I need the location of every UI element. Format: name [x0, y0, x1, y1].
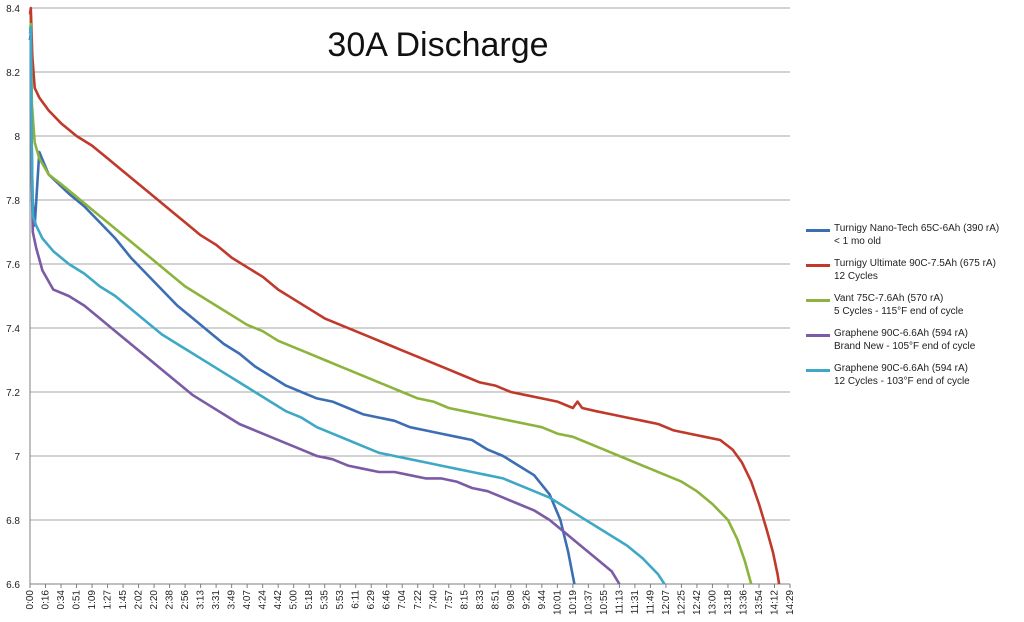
y-tick-label: 7.6 [6, 260, 20, 271]
legend-swatch-ultimate [806, 264, 830, 267]
x-tick-label: 4:07 [242, 590, 253, 610]
x-tick-label: 1:45 [118, 590, 129, 610]
series-line-3 [28, 32, 621, 585]
legend-item-graphene-new: Graphene 90C-6.6Ah (594 rA) Brand New - … [806, 327, 1022, 353]
x-tick-label: 6:11 [351, 590, 362, 609]
y-tick-label: 7 [14, 452, 20, 463]
x-tick-label: 3:13 [196, 590, 207, 610]
x-tick-label: 5:35 [320, 590, 331, 610]
x-tick-label: 7:57 [444, 590, 455, 610]
x-tick-label: 10:19 [568, 590, 579, 615]
x-tick-label: 7:40 [428, 590, 439, 610]
legend-swatch-vant [806, 299, 830, 302]
legend-item-vant: Vant 75C-7.6Ah (570 rA) 5 Cycles - 115°F… [806, 292, 1022, 318]
y-tick-label: 8.4 [6, 4, 20, 15]
legend-label: Graphene 90C-6.6Ah (594 rA) [834, 363, 968, 374]
x-tick-label: 13:18 [723, 590, 734, 615]
legend-swatch-graphene-new [806, 334, 830, 337]
x-tick-label: 10:55 [599, 590, 610, 615]
x-tick-label: 9:26 [521, 590, 532, 610]
x-tick-label: 8:51 [490, 590, 501, 610]
legend-sublabel: Brand New - 105°F end of cycle [834, 341, 976, 352]
x-tick-label: 0:16 [41, 590, 52, 610]
x-tick-label: 11:31 [630, 590, 641, 615]
series-line-4 [28, 25, 666, 585]
x-tick-label: 3:31 [211, 590, 222, 610]
x-tick-label: 11:49 [645, 590, 656, 615]
x-tick-label: 10:37 [583, 590, 594, 615]
x-tick-label: 4:42 [273, 590, 284, 610]
x-tick-label: 1:09 [87, 590, 98, 610]
legend-label: Vant 75C-7.6Ah (570 rA) [834, 293, 944, 304]
chart-title: 30A Discharge [327, 26, 548, 64]
x-tick-label: 5:00 [289, 590, 300, 610]
x-tick-label: 14:29 [785, 590, 796, 615]
x-tick-label: 0:34 [56, 590, 67, 610]
x-tick-label: 2:38 [165, 590, 176, 610]
series-line-2 [28, 22, 753, 585]
x-tick-label: 6:29 [366, 590, 377, 610]
series-line-1 [28, 6, 781, 585]
axes: 6.6 6.8 7 7.2 7.4 7.6 7.8 8 8.2 8.4 0:00 0:16 0:34 0:… [6, 4, 796, 615]
x-tick-label: 13:00 [707, 590, 718, 615]
legend-swatch-nanotech [806, 229, 830, 232]
x-tick-label: 12:07 [661, 590, 672, 615]
x-tick-label: 2:56 [180, 590, 191, 610]
x-tick-label: 5:53 [335, 590, 346, 610]
x-tick-label: 8:33 [475, 590, 486, 610]
legend-sublabel: 12 Cycles - 103°F end of cycle [834, 376, 970, 387]
y-tick-label: 6.6 [6, 580, 20, 591]
x-tick-label: 7:04 [397, 590, 408, 610]
y-tick-label: 7.8 [6, 196, 20, 207]
x-tick-label: 9:08 [506, 590, 517, 610]
y-tick-label: 7.2 [6, 388, 20, 399]
x-tick-label: 3:49 [227, 590, 238, 610]
legend-item-ultimate: Turnigy Ultimate 90C-7.5Ah (675 rA) 12 C… [806, 257, 1022, 283]
y-tick-label: 8.2 [6, 68, 20, 79]
x-tick-label: 2:20 [149, 590, 160, 610]
legend-sublabel: < 1 mo old [834, 236, 881, 247]
x-tick-label: 12:25 [676, 590, 687, 615]
legend-label: Turnigy Nano-Tech 65C-6Ah (390 rA) [834, 223, 1000, 234]
series-line-0 [28, 32, 576, 585]
x-tick-label: 9:44 [537, 590, 548, 610]
x-tick-label: 2:02 [134, 590, 145, 610]
legend-sublabel: 12 Cycles [834, 271, 878, 282]
x-tick-label: 13:36 [738, 590, 749, 615]
x-tick-label: 0:51 [72, 590, 83, 610]
x-tick-label: 12:42 [692, 590, 703, 615]
x-tick-label: 13:54 [754, 590, 765, 615]
legend-swatch-graphene-12 [806, 369, 830, 372]
x-tick-label: 7:22 [413, 590, 424, 610]
y-tick-label: 8 [14, 132, 20, 143]
y-tick-label: 7.4 [6, 324, 20, 335]
series-lines [28, 6, 781, 585]
legend-label: Turnigy Ultimate 90C-7.5Ah (675 rA) [834, 258, 996, 269]
legend-label: Graphene 90C-6.6Ah (594 rA) [834, 328, 968, 339]
x-tick-label: 4:24 [258, 590, 269, 610]
x-tick-label: 5:18 [304, 590, 315, 610]
y-tick-label: 6.8 [6, 516, 20, 527]
x-tick-label: 1:27 [103, 590, 114, 610]
chart-legend: Turnigy Nano-Tech 65C-6Ah (390 rA) < 1 m… [806, 222, 1022, 397]
legend-item-nanotech: Turnigy Nano-Tech 65C-6Ah (390 rA) < 1 m… [806, 222, 1022, 248]
x-tick-label: 10:01 [552, 590, 563, 615]
x-tick-label: 0:00 [25, 590, 36, 610]
x-tick-label: 8:15 [459, 590, 470, 610]
legend-item-graphene-12: Graphene 90C-6.6Ah (594 rA) 12 Cycles - … [806, 362, 1022, 388]
legend-sublabel: 5 Cycles - 115°F end of cycle [834, 306, 964, 317]
grid-lines [30, 7, 790, 585]
x-tick-label: 6:46 [382, 590, 393, 610]
x-tick-label: 11:13 [614, 590, 625, 615]
x-tick-label: 14:12 [769, 590, 780, 615]
